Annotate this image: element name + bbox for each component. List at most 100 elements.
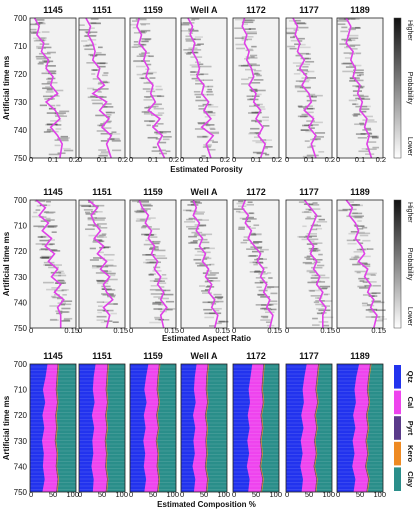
probability-streak	[97, 280, 108, 283]
probability-streak	[212, 307, 222, 310]
probability-streak	[197, 265, 208, 267]
y-tick-label: 750	[14, 488, 28, 497]
x-tick-label: 0.2	[169, 155, 179, 164]
probability-streak	[305, 235, 317, 238]
probability-streak	[255, 103, 263, 106]
probability-streak	[262, 316, 269, 319]
probability-streak	[252, 140, 265, 142]
probability-streak	[341, 62, 353, 65]
y-tick-label: 740	[14, 126, 28, 135]
panel-1159: 1159 0 0.15	[129, 187, 179, 335]
probability-streak	[60, 311, 69, 313]
qtz-fill	[233, 364, 253, 492]
probability-streak	[97, 62, 106, 65]
panel-title: 1177	[299, 5, 319, 15]
panel-frame	[285, 199, 333, 329]
probability-streak	[202, 79, 214, 82]
probability-streak	[49, 243, 55, 245]
y-tick-label: 700	[14, 14, 28, 23]
probability-streak	[183, 221, 196, 223]
probability-streak	[356, 262, 368, 264]
probability-streak	[258, 108, 266, 110]
x-tick-label: 0.1	[199, 155, 209, 164]
panel-background	[79, 18, 125, 158]
panel-frame	[29, 199, 77, 329]
probability-streak	[364, 127, 371, 130]
probability-streak	[39, 239, 50, 242]
panel-1189: 1189 0 0.15	[336, 187, 388, 335]
probability-streak	[253, 263, 258, 266]
probability-streak	[48, 72, 57, 75]
probability-streak	[31, 32, 38, 34]
probability-streak	[84, 48, 94, 51]
probability-streak	[155, 289, 166, 292]
panel-1189: 1189 0 50 100	[336, 351, 386, 499]
panel-1159: 1159 0 50 100	[129, 351, 179, 499]
probability-streak	[318, 276, 330, 279]
probability-streak	[97, 124, 104, 127]
probability-streak	[100, 140, 108, 142]
x-axis-label: Estimated Composition %	[157, 500, 256, 509]
chart-row-3: 700 710 720 730 740 750 Artificial time ms Esti…	[2, 351, 415, 509]
probability-streak	[41, 31, 50, 33]
probability-streak	[79, 29, 90, 31]
panel-title: 1151	[92, 5, 112, 15]
probability-streak	[361, 262, 368, 265]
probability-streak	[96, 236, 104, 238]
probability-streak	[93, 219, 105, 221]
probability-streak	[133, 60, 145, 62]
probability-streak	[185, 40, 194, 42]
probability-streak	[145, 96, 150, 99]
probability-streak	[357, 220, 362, 222]
probability-streak	[354, 123, 366, 126]
probability-streak	[207, 85, 214, 88]
probability-streak	[102, 106, 114, 108]
probability-streak	[56, 138, 69, 140]
probability-streak	[92, 102, 103, 105]
probability-streak	[311, 274, 319, 277]
probability-streak	[194, 93, 204, 96]
probability-streak	[152, 228, 160, 230]
probability-streak	[338, 209, 348, 212]
panel-title: 1151	[92, 351, 112, 361]
probability-streak	[36, 205, 42, 207]
probability-streak	[99, 234, 106, 237]
probability-streak	[245, 38, 253, 41]
probability-streak	[265, 146, 273, 148]
y-axis-label: Artificial time ms	[2, 231, 11, 296]
probability-streak	[203, 112, 216, 114]
probability-streak	[245, 68, 256, 71]
probability-streak	[35, 55, 45, 58]
probability-streak	[302, 87, 311, 89]
probability-streak	[376, 309, 386, 312]
probability-streak	[316, 312, 325, 314]
probability-streak	[92, 69, 98, 71]
probability-streak	[258, 273, 268, 275]
probability-streak	[148, 274, 154, 276]
probability-streak	[181, 30, 193, 32]
probability-streak	[235, 18, 246, 21]
probability-streak	[97, 240, 103, 243]
probability-streak	[316, 307, 324, 310]
probability-streak	[49, 305, 59, 307]
probability-streak	[318, 253, 323, 256]
probability-streak	[139, 77, 145, 79]
probability-streak	[267, 286, 279, 288]
probability-streak	[244, 28, 252, 30]
probability-streak	[352, 71, 364, 74]
probability-streak	[306, 216, 311, 218]
panel-1172: 1172 0 0.1 0.2	[232, 5, 282, 164]
probability-streak	[354, 255, 359, 258]
probability-streak	[349, 44, 361, 47]
probability-streak	[40, 248, 51, 250]
panel-title: Well A	[190, 351, 218, 361]
probability-streak	[246, 218, 257, 220]
probability-streak	[251, 227, 256, 229]
probability-streak	[46, 130, 54, 132]
panel-title: 1151	[92, 187, 112, 197]
probability-streak	[247, 63, 257, 65]
probability-streak	[83, 35, 90, 37]
legend-label: Pyrt	[406, 421, 415, 436]
probability-streak	[160, 277, 168, 280]
panel-background	[30, 200, 76, 328]
